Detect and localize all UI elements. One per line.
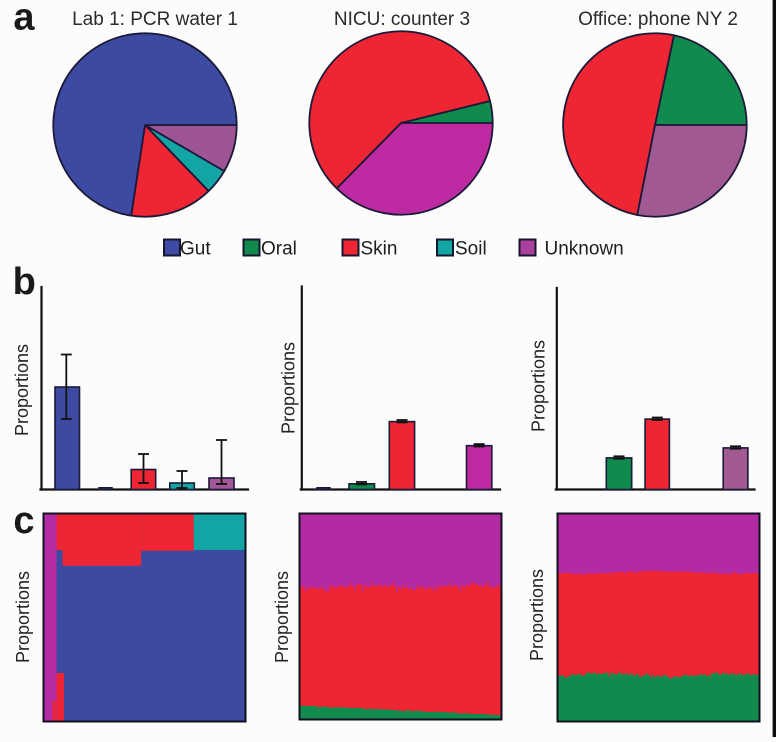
svg-text:c: c bbox=[13, 500, 34, 542]
svg-text:Proportions: Proportions bbox=[527, 569, 547, 661]
svg-text:Unknown: Unknown bbox=[545, 239, 624, 260]
svg-text:Proportions: Proportions bbox=[529, 340, 549, 432]
svg-text:Proportions: Proportions bbox=[13, 571, 33, 663]
svg-text:Skin: Skin bbox=[361, 239, 398, 260]
svg-text:Proportions: Proportions bbox=[272, 571, 292, 663]
svg-text:Gut: Gut bbox=[180, 239, 211, 260]
svg-text:Proportions: Proportions bbox=[12, 344, 32, 436]
svg-text:b: b bbox=[13, 261, 36, 303]
svg-text:Lab 1: PCR water 1: Lab 1: PCR water 1 bbox=[72, 9, 238, 30]
svg-text:Soil: Soil bbox=[455, 239, 487, 260]
svg-text:a: a bbox=[13, 0, 35, 39]
svg-text:Proportions: Proportions bbox=[279, 342, 299, 434]
svg-text:Office: phone NY 2: Office: phone NY 2 bbox=[578, 9, 738, 30]
svg-text:NICU: counter 3: NICU: counter 3 bbox=[334, 9, 470, 30]
svg-text:Oral: Oral bbox=[261, 239, 297, 260]
